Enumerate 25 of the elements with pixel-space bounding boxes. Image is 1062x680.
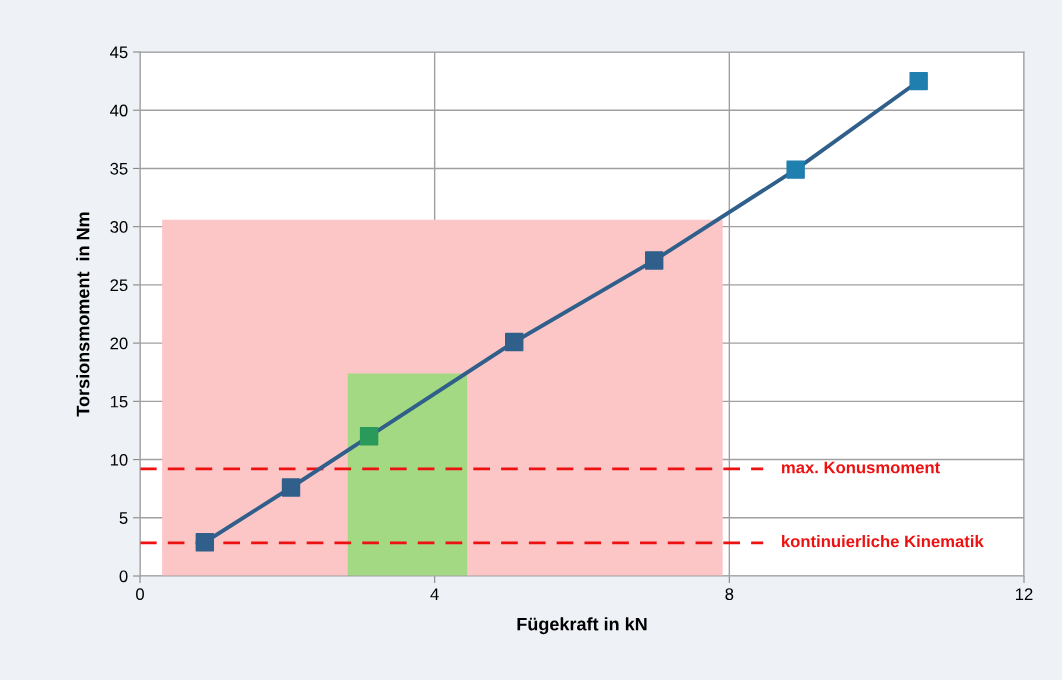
x-tick-label: 8 (725, 588, 734, 601)
point (505, 332, 524, 352)
point (359, 427, 379, 446)
ref-line-label: max. Konusmoment (782, 461, 940, 474)
point (281, 478, 301, 497)
y-tick-label: 30 (110, 221, 128, 233)
x-axis-title: Fügekraft in kN (517, 617, 647, 635)
x-tick-label: 4 (430, 588, 439, 600)
x-tick-label: 12 (1016, 588, 1033, 600)
point (786, 160, 805, 179)
y-tick-label: 20 (110, 337, 128, 350)
y-tick-label: 15 (110, 395, 128, 408)
y-tick-label: 45 (110, 46, 128, 59)
y-tick-label: 25 (110, 279, 128, 292)
point (644, 251, 664, 270)
y-tick-label: 35 (110, 162, 128, 175)
ref-line-label: kontinuierliche Kinematik (782, 535, 984, 548)
x-tick-label: 0 (136, 588, 144, 601)
point (195, 533, 215, 552)
point (909, 71, 928, 91)
y-tick-label: 40 (110, 104, 128, 117)
y-axis-title: Torsionsmoment in Nm (76, 212, 90, 417)
y-tick-label: 5 (119, 512, 128, 524)
y-tick-label: 10 (110, 453, 128, 466)
y-tick-label: 0 (119, 570, 128, 583)
